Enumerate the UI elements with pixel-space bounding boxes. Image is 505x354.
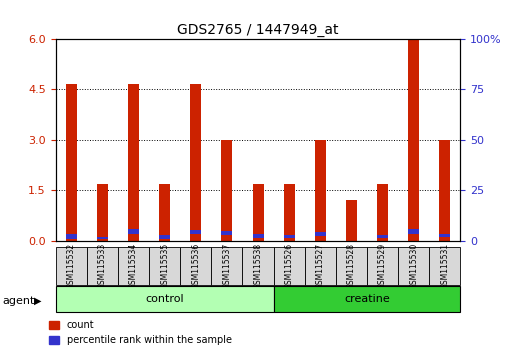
FancyBboxPatch shape xyxy=(87,247,118,285)
Bar xyxy=(438,234,449,237)
Bar xyxy=(345,200,356,241)
Text: GSM115529: GSM115529 xyxy=(377,243,386,289)
Bar xyxy=(376,184,387,241)
Legend: count, percentile rank within the sample: count, percentile rank within the sample xyxy=(45,316,235,349)
Bar xyxy=(376,235,387,238)
FancyBboxPatch shape xyxy=(118,247,149,285)
Bar xyxy=(221,231,232,235)
Bar xyxy=(314,232,325,236)
Text: GSM115526: GSM115526 xyxy=(284,243,293,289)
FancyBboxPatch shape xyxy=(242,247,273,285)
Text: GSM115534: GSM115534 xyxy=(129,243,138,289)
Bar xyxy=(252,234,263,238)
Title: GDS2765 / 1447949_at: GDS2765 / 1447949_at xyxy=(177,23,338,36)
FancyBboxPatch shape xyxy=(304,247,335,285)
Text: GSM115531: GSM115531 xyxy=(439,243,448,289)
Bar xyxy=(97,237,108,239)
Bar xyxy=(66,234,77,239)
FancyBboxPatch shape xyxy=(180,247,211,285)
FancyBboxPatch shape xyxy=(273,247,304,285)
Bar xyxy=(159,235,170,239)
Bar xyxy=(97,184,108,241)
Text: GSM115536: GSM115536 xyxy=(191,243,200,289)
Text: GSM115535: GSM115535 xyxy=(160,243,169,289)
FancyBboxPatch shape xyxy=(397,247,428,285)
Bar xyxy=(190,230,201,234)
Text: creatine: creatine xyxy=(343,294,389,304)
Text: GSM115528: GSM115528 xyxy=(346,243,356,289)
Bar xyxy=(283,184,294,241)
Text: GSM115538: GSM115538 xyxy=(253,243,262,289)
Bar xyxy=(159,184,170,241)
FancyBboxPatch shape xyxy=(149,247,180,285)
FancyBboxPatch shape xyxy=(273,286,460,312)
Text: control: control xyxy=(145,294,184,304)
FancyBboxPatch shape xyxy=(366,247,397,285)
FancyBboxPatch shape xyxy=(428,247,460,285)
Bar xyxy=(283,235,294,238)
Text: GSM115532: GSM115532 xyxy=(67,243,76,289)
Text: GSM115537: GSM115537 xyxy=(222,243,231,289)
FancyBboxPatch shape xyxy=(56,286,273,312)
Bar xyxy=(190,84,201,241)
Text: agent: agent xyxy=(3,296,35,306)
FancyBboxPatch shape xyxy=(56,247,87,285)
Bar xyxy=(128,229,139,234)
Bar xyxy=(314,140,325,241)
Bar xyxy=(408,229,418,234)
Bar xyxy=(438,140,449,241)
Text: GSM115527: GSM115527 xyxy=(315,243,324,289)
Bar xyxy=(252,184,263,241)
FancyBboxPatch shape xyxy=(335,247,366,285)
Text: GSM115533: GSM115533 xyxy=(97,243,107,289)
Text: ▶: ▶ xyxy=(34,296,42,306)
Bar xyxy=(221,140,232,241)
Bar xyxy=(128,84,139,241)
Bar xyxy=(66,84,77,241)
Bar xyxy=(408,39,418,241)
Text: GSM115530: GSM115530 xyxy=(409,243,418,289)
FancyBboxPatch shape xyxy=(211,247,242,285)
